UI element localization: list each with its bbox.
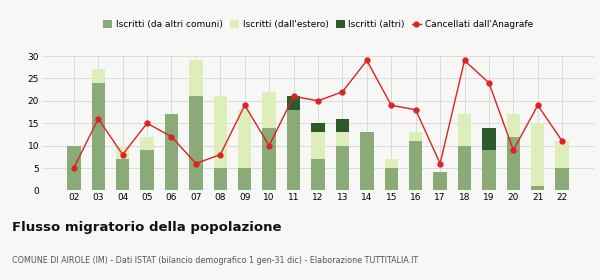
Bar <box>238 110 251 168</box>
Bar <box>140 137 154 150</box>
Bar <box>92 69 105 83</box>
Bar <box>262 92 276 128</box>
Bar <box>287 110 300 190</box>
Bar <box>385 159 398 168</box>
Bar <box>458 114 471 146</box>
Bar <box>214 96 227 168</box>
Text: COMUNE DI AIROLE (IM) - Dati ISTAT (bilancio demografico 1 gen-31 dic) - Elabora: COMUNE DI AIROLE (IM) - Dati ISTAT (bila… <box>12 256 418 265</box>
Bar <box>360 132 374 190</box>
Bar <box>506 114 520 137</box>
Bar <box>262 128 276 190</box>
Bar <box>336 146 349 190</box>
Bar <box>458 146 471 190</box>
Bar <box>482 128 496 150</box>
Bar <box>311 159 325 190</box>
Bar <box>67 146 80 190</box>
Bar <box>238 168 251 190</box>
Bar <box>556 141 569 168</box>
Bar <box>482 150 496 190</box>
Bar <box>189 96 203 190</box>
Bar <box>336 119 349 132</box>
Bar <box>311 132 325 159</box>
Bar <box>287 96 300 110</box>
Bar <box>92 83 105 190</box>
Text: Flusso migratorio della popolazione: Flusso migratorio della popolazione <box>12 221 281 234</box>
Bar <box>336 132 349 146</box>
Legend: Iscritti (da altri comuni), Iscritti (dall'estero), Iscritti (altri), Cancellati: Iscritti (da altri comuni), Iscritti (da… <box>103 20 533 29</box>
Bar <box>531 186 544 190</box>
Bar <box>409 132 422 141</box>
Bar <box>116 146 130 159</box>
Bar <box>189 60 203 96</box>
Bar <box>140 150 154 190</box>
Bar <box>433 172 447 190</box>
Bar <box>556 168 569 190</box>
Bar <box>165 114 178 190</box>
Bar <box>506 137 520 190</box>
Bar <box>214 168 227 190</box>
Bar <box>531 123 544 186</box>
Bar <box>409 141 422 190</box>
Bar <box>311 123 325 132</box>
Bar <box>116 159 130 190</box>
Bar <box>385 168 398 190</box>
